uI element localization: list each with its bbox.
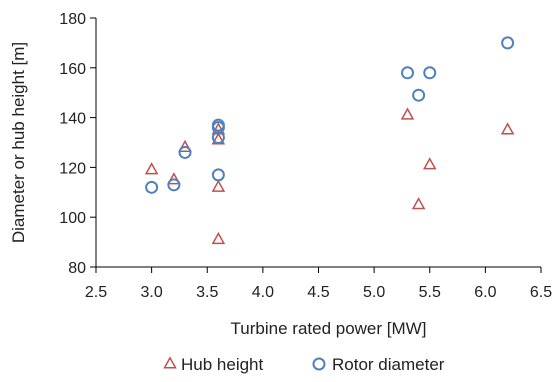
y-tick-label: 180 bbox=[59, 11, 86, 28]
legend-marker bbox=[312, 357, 326, 371]
plot-area bbox=[144, 36, 515, 245]
legend-item: Rotor diameter bbox=[312, 355, 445, 374]
y-tick-label: 80 bbox=[68, 260, 86, 277]
legend-marker bbox=[163, 356, 177, 369]
data-point bbox=[500, 122, 515, 135]
data-point bbox=[144, 162, 159, 175]
data-point bbox=[422, 157, 437, 170]
y-tick-label: 100 bbox=[59, 210, 86, 227]
data-point bbox=[211, 131, 225, 145]
series-circle bbox=[145, 36, 515, 194]
y-tick-label: 140 bbox=[59, 111, 86, 128]
legend-label: Rotor diameter bbox=[332, 355, 445, 374]
legend-item: Hub height bbox=[163, 355, 264, 374]
data-point bbox=[401, 66, 414, 80]
y-axis-title: Diameter or hub height [m] bbox=[9, 42, 28, 243]
x-tick-label: 2.5 bbox=[85, 284, 107, 301]
data-point bbox=[411, 197, 426, 210]
data-point bbox=[423, 66, 437, 80]
x-tick-label: 4.0 bbox=[252, 284, 274, 301]
data-point bbox=[178, 139, 192, 152]
x-tick-label: 5.0 bbox=[363, 284, 385, 301]
data-point bbox=[167, 178, 181, 192]
x-tick-label: 6.5 bbox=[530, 284, 552, 301]
data-point bbox=[211, 231, 226, 245]
x-tick-label: 3.5 bbox=[196, 284, 218, 301]
data-point bbox=[211, 168, 225, 182]
data-point bbox=[211, 121, 225, 135]
x-tick-label: 5.5 bbox=[419, 284, 441, 301]
x-axis-title: Turbine rated power [MW] bbox=[231, 319, 427, 338]
x-tick-label: 6.0 bbox=[474, 284, 496, 301]
x-tick-label: 3.0 bbox=[141, 284, 163, 301]
legend-label: Hub height bbox=[181, 355, 264, 374]
data-point bbox=[412, 88, 426, 102]
data-point bbox=[501, 36, 515, 50]
x-axis: 2.5 3.0 3.5 4.0 4.5 5.0 5.5 6.0 6.5 bbox=[85, 266, 552, 301]
data-point bbox=[400, 107, 415, 120]
series-triangle bbox=[144, 107, 515, 245]
data-point bbox=[178, 145, 192, 159]
y-axis: 80 100 120 140 160 180 bbox=[59, 11, 97, 277]
y-tick-label: 120 bbox=[59, 160, 86, 177]
data-point bbox=[145, 180, 159, 194]
y-tick-label: 160 bbox=[59, 61, 86, 78]
x-tick-label: 4.5 bbox=[307, 284, 329, 301]
data-point bbox=[211, 179, 226, 192]
legend: Hub height Rotor diameter bbox=[163, 355, 445, 374]
data-point bbox=[167, 172, 181, 185]
